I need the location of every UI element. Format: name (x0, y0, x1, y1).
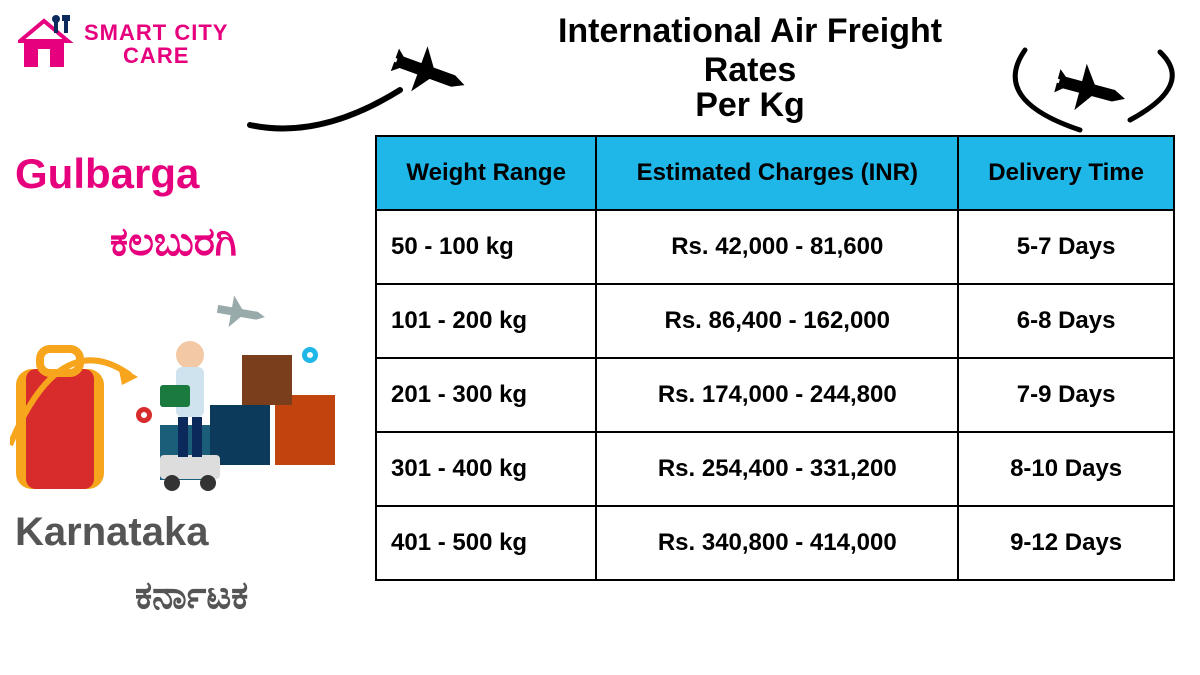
page-title: International Air Freight Rates Per Kg (510, 12, 990, 125)
col-weight: Weight Range (376, 136, 596, 210)
title-line2: Per Kg (510, 86, 990, 125)
cell-delivery: 5-7 Days (958, 210, 1174, 284)
cell-delivery: 7-9 Days (958, 358, 1174, 432)
cell-weight: 101 - 200 kg (376, 284, 596, 358)
cell-charges: Rs. 42,000 - 81,600 (596, 210, 958, 284)
airplane-icon-left (240, 30, 500, 140)
freight-illustration (10, 285, 350, 495)
city-name-en: Gulbarga (15, 150, 199, 198)
table-row: 401 - 500 kg Rs. 340,800 - 414,000 9-12 … (376, 506, 1174, 580)
cell-weight: 301 - 400 kg (376, 432, 596, 506)
table-row: 201 - 300 kg Rs. 174,000 - 244,800 7-9 D… (376, 358, 1174, 432)
cell-delivery: 9-12 Days (958, 506, 1174, 580)
cell-charges: Rs. 340,800 - 414,000 (596, 506, 958, 580)
cell-weight: 201 - 300 kg (376, 358, 596, 432)
cell-weight: 401 - 500 kg (376, 506, 596, 580)
table-row: 101 - 200 kg Rs. 86,400 - 162,000 6-8 Da… (376, 284, 1174, 358)
cell-delivery: 8-10 Days (958, 432, 1174, 506)
cell-charges: Rs. 254,400 - 331,200 (596, 432, 958, 506)
cell-charges: Rs. 86,400 - 162,000 (596, 284, 958, 358)
cell-delivery: 6-8 Days (958, 284, 1174, 358)
table-row: 301 - 400 kg Rs. 254,400 - 331,200 8-10 … (376, 432, 1174, 506)
cell-charges: Rs. 174,000 - 244,800 (596, 358, 958, 432)
brand-logo: SMART CITY CARE (18, 15, 228, 73)
title-line1: International Air Freight Rates (510, 12, 990, 90)
house-tools-icon (18, 15, 76, 73)
table-row: 50 - 100 kg Rs. 42,000 - 81,600 5-7 Days (376, 210, 1174, 284)
table-header-row: Weight Range Estimated Charges (INR) Del… (376, 136, 1174, 210)
col-charges: Estimated Charges (INR) (596, 136, 958, 210)
logo-text-line1: SMART CITY (84, 21, 228, 44)
airplane-icon-right (1010, 30, 1190, 150)
state-name-en: Karnataka (15, 510, 208, 555)
col-delivery: Delivery Time (958, 136, 1174, 210)
logo-text-line2: CARE (84, 44, 228, 67)
state-name-kn: ಕರ್ನಾಟಕ (135, 575, 248, 618)
city-name-kn: ಕಲಬುರಗಿ (110, 220, 237, 265)
cell-weight: 50 - 100 kg (376, 210, 596, 284)
rates-table: Weight Range Estimated Charges (INR) Del… (375, 135, 1175, 581)
